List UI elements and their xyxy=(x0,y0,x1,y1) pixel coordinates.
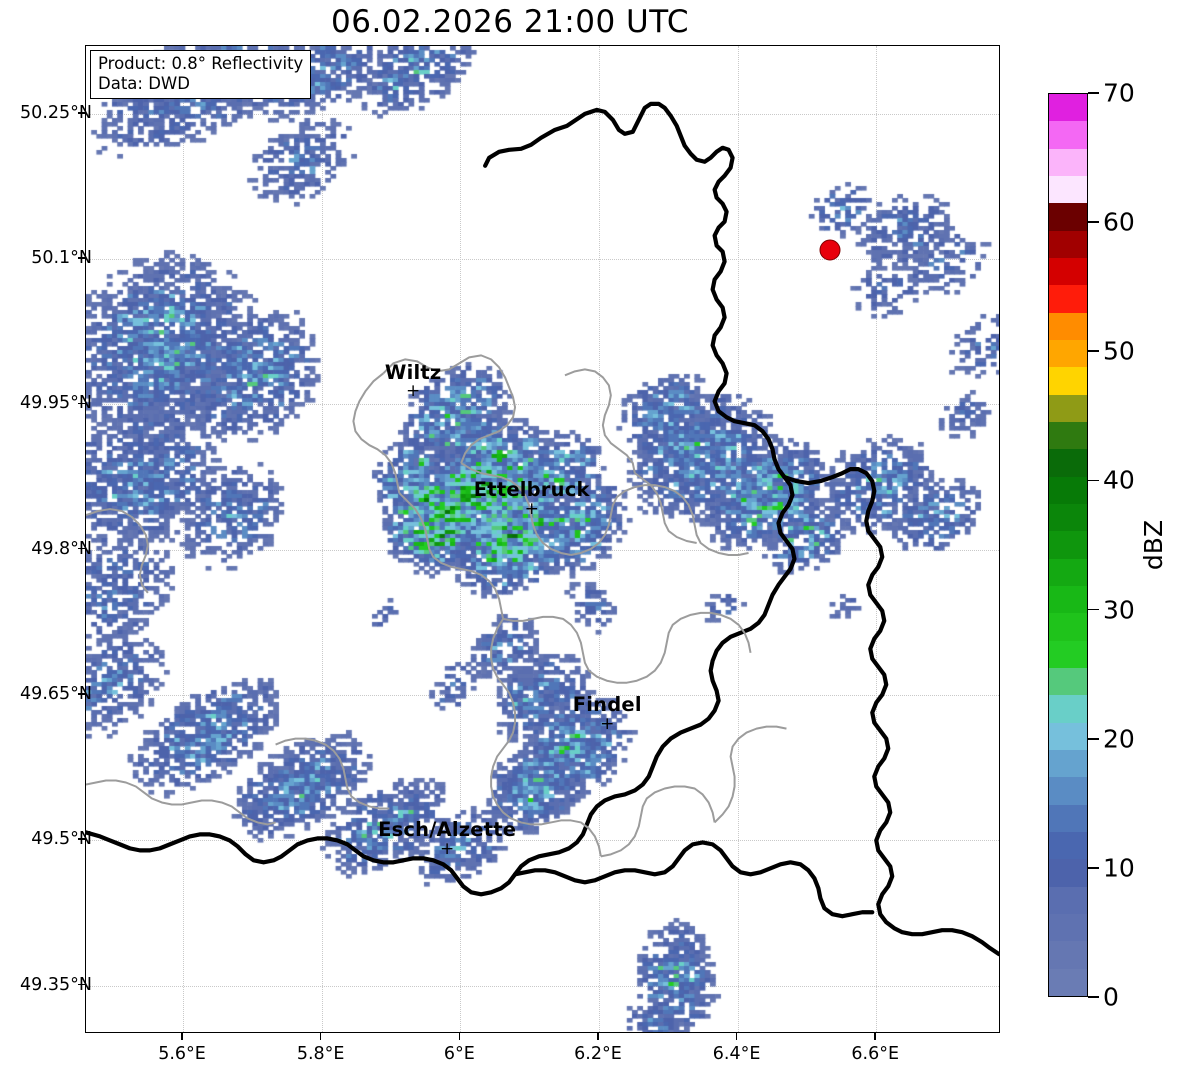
colorbar-segment xyxy=(1049,257,1087,286)
colorbar-segment xyxy=(1049,121,1087,149)
longitude-tick-label: 5.6°E xyxy=(158,1044,206,1064)
latitude-tick-label: 49.5°N xyxy=(31,829,92,850)
city-name: Findel xyxy=(572,693,642,717)
latitude-tick-mark xyxy=(78,838,85,841)
colorbar-segment xyxy=(1049,476,1087,504)
longitude-tick-label: 6.4°E xyxy=(712,1044,761,1064)
colorbar-segment xyxy=(1049,148,1087,176)
city-marker-icon: + xyxy=(406,381,421,402)
colorbar-tick-label: 40 xyxy=(1103,465,1135,495)
colorbar-segment xyxy=(1049,449,1087,477)
longitude-tick-mark xyxy=(458,1033,461,1040)
longitude-tick-mark xyxy=(181,1033,183,1040)
colorbar-segment xyxy=(1049,695,1087,723)
latitude-tick-label: 49.35°N xyxy=(20,974,92,995)
colorbar-segment xyxy=(1049,913,1087,942)
colorbar-segment xyxy=(1049,367,1087,395)
colorbar-tick-label: 30 xyxy=(1103,595,1135,625)
latitude-tick-label: 49.65°N xyxy=(20,683,92,704)
info-box: Product: 0.8° Reflectivity Data: DWD xyxy=(90,50,312,100)
longitude-tick-label: 6°E xyxy=(443,1044,475,1064)
longitude-tick-mark xyxy=(597,1033,599,1040)
colorbar-segment xyxy=(1049,230,1087,258)
city-name: Wiltz xyxy=(384,360,442,384)
colorbar-segment xyxy=(1049,503,1087,532)
colorbar-tick-mark xyxy=(1088,737,1099,740)
colorbar[interactable] xyxy=(1048,93,1088,997)
colorbar-segment xyxy=(1049,804,1087,832)
city-marker-icon: + xyxy=(440,838,455,859)
colorbar-tick-label: 10 xyxy=(1103,853,1135,883)
longitude-tick-mark xyxy=(874,1033,877,1040)
longitude-tick-label: 6.2°E xyxy=(574,1044,622,1064)
colorbar-tick-mark xyxy=(1088,996,1099,998)
page-title: 06.02.2026 21:00 UTC xyxy=(331,4,689,40)
colorbar-segment xyxy=(1049,531,1087,559)
colorbar-segment xyxy=(1049,558,1087,586)
colorbar-segment xyxy=(1049,968,1087,996)
colorbar-tick-label: 70 xyxy=(1103,78,1135,108)
colorbar-segment xyxy=(1049,312,1087,340)
latitude-tick-mark xyxy=(78,402,85,405)
colorbar-tick-mark xyxy=(1088,221,1099,224)
city-label-findel: Findel + xyxy=(572,693,642,734)
colorbar-tick-mark xyxy=(1088,350,1099,353)
latitude-tick-mark xyxy=(78,983,85,986)
colorbar-tick-mark xyxy=(1088,479,1099,482)
city-label-esch-alzette: Esch/Alzette + xyxy=(378,818,517,859)
info-product-line: Product: 0.8° Reflectivity xyxy=(98,54,304,73)
latitude-tick-mark xyxy=(78,257,85,259)
latitude-tick-label: 50.25°N xyxy=(20,102,92,123)
radar-reflectivity-layer xyxy=(86,46,999,1032)
colorbar-segment xyxy=(1049,667,1087,696)
colorbar-tick-label: 60 xyxy=(1103,207,1135,237)
colorbar-tick-mark xyxy=(1088,92,1099,94)
colorbar-segment xyxy=(1049,175,1087,204)
radar-map-plot[interactable]: Product: 0.8° Reflectivity Data: DWD Wil… xyxy=(85,45,1000,1033)
longitude-tick-label: 6.6°E xyxy=(851,1044,900,1064)
colorbar-segment xyxy=(1049,886,1087,914)
city-name: Esch/Alzette xyxy=(378,818,517,842)
info-data-line: Data: DWD xyxy=(98,74,190,94)
latitude-tick-label: 50.1°N xyxy=(31,248,92,269)
colorbar-segment xyxy=(1049,777,1087,805)
colorbar-segment xyxy=(1049,831,1087,860)
colorbar-segment xyxy=(1049,640,1087,668)
latitude-tick-label: 49.95°N xyxy=(20,393,92,414)
colorbar-gradient xyxy=(1049,94,1087,996)
longitude-tick-mark xyxy=(735,1033,738,1040)
colorbar-segment xyxy=(1049,722,1087,750)
colorbar-title: dBZ xyxy=(1139,519,1168,571)
colorbar-segment xyxy=(1049,285,1087,313)
colorbar-segment xyxy=(1049,394,1087,422)
colorbar-tick-label: 50 xyxy=(1103,336,1135,366)
latitude-tick-mark xyxy=(78,112,85,114)
colorbar-tick-mark xyxy=(1088,866,1099,869)
city-label-ettelbruck: Ettelbruck + xyxy=(473,478,590,519)
radar-station-marker[interactable] xyxy=(819,239,841,261)
city-name: Ettelbruck xyxy=(473,478,590,502)
longitude-tick-label: 5.8°E xyxy=(296,1044,345,1064)
colorbar-segment xyxy=(1049,941,1087,969)
colorbar-segment xyxy=(1049,339,1087,368)
map-boundaries-layer xyxy=(86,46,999,1032)
colorbar-segment xyxy=(1049,613,1087,641)
city-label-wiltz: Wiltz + xyxy=(384,360,442,402)
colorbar-segment xyxy=(1049,421,1087,450)
colorbar-tick-label: 20 xyxy=(1103,724,1135,754)
colorbar-segment xyxy=(1049,859,1087,887)
colorbar-segment xyxy=(1049,585,1087,614)
city-marker-icon: + xyxy=(524,498,539,519)
latitude-tick-mark xyxy=(78,547,85,550)
latitude-tick-mark xyxy=(78,693,85,695)
city-marker-icon: + xyxy=(600,713,615,734)
colorbar-segment xyxy=(1049,94,1087,122)
colorbar-tick-label: 0 xyxy=(1103,982,1119,1012)
colorbar-segment xyxy=(1049,203,1087,231)
colorbar-tick-mark xyxy=(1088,608,1099,611)
colorbar-segment xyxy=(1049,749,1087,778)
longitude-tick-mark xyxy=(319,1033,322,1040)
latitude-tick-label: 49.8°N xyxy=(31,538,92,559)
